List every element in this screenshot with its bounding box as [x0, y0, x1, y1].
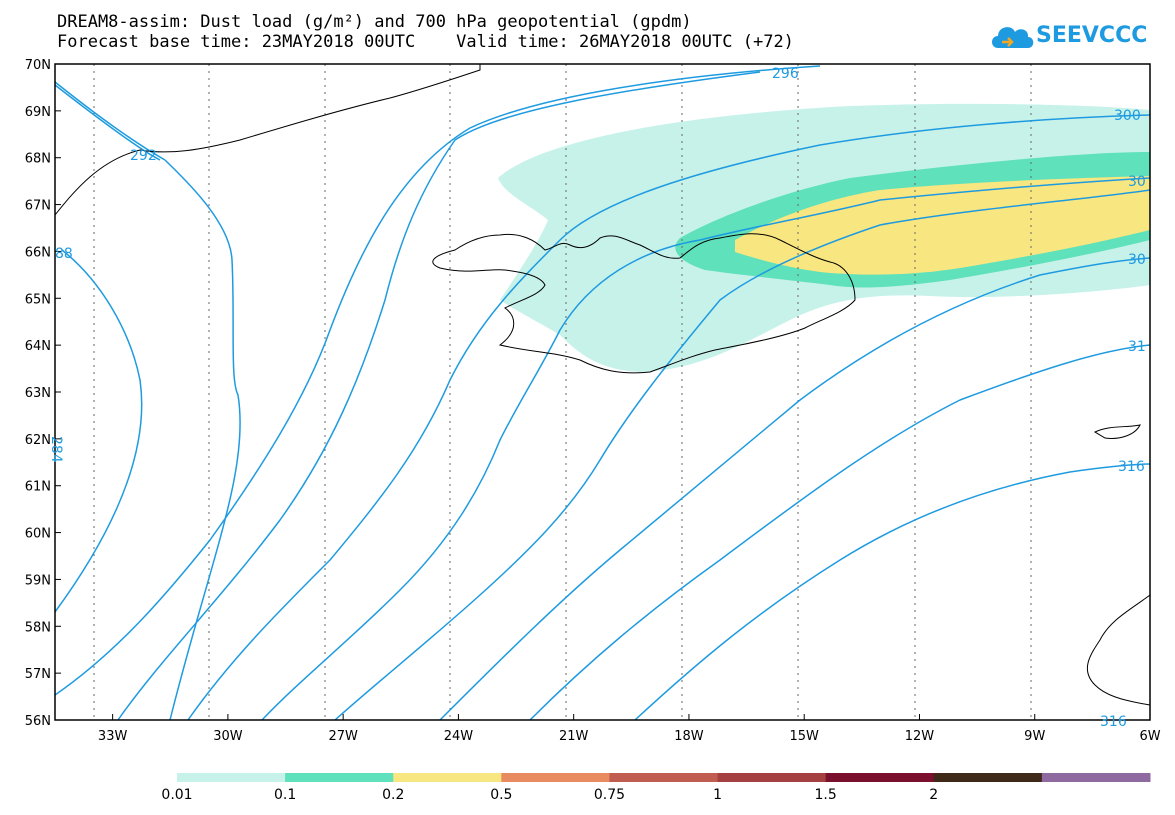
latitude-label: 59N [25, 573, 51, 588]
longitude-label: 18W [674, 729, 704, 744]
seevccc-logo: SEEVCCC [988, 18, 1158, 58]
longitude-label: 24W [444, 729, 474, 744]
latitude-label: 57N [25, 667, 51, 682]
legend-label: 0.2 [382, 787, 405, 803]
latitude-label: 65N [25, 292, 51, 307]
legend-color-swatch [1041, 773, 1151, 782]
latitude-label: 56N [25, 714, 51, 729]
contour-label: 30 [1128, 174, 1146, 190]
greenland-coast [54, 64, 481, 216]
contour-label: 316 [1118, 459, 1145, 475]
geopotential-contours [54, 65, 1151, 721]
dust-level-0.2 [735, 176, 1150, 275]
logo-text: SEEVCCC [1036, 23, 1148, 48]
legend-label: 0.1 [273, 787, 297, 803]
legend-label: 1 [713, 787, 723, 803]
faroe-coast [1093, 424, 1141, 439]
legend-color-swatch [717, 773, 827, 782]
latitude-label: 61N [25, 480, 51, 495]
latitude-ticks: 70N 69N 68N 67N 66N 65N 64N 63N 62N 61N 60N 59N 58N 5… [25, 58, 61, 729]
longitude-label: 12W [905, 729, 935, 744]
longitude-ticks: 33W 30W 27W 24W 21W 18W 15W 12W 9W 6W [98, 714, 1161, 744]
norway-coast [1086, 594, 1151, 706]
legend-color-swatch [285, 773, 394, 782]
contour-label: 284 [48, 436, 64, 463]
legend-color-swatch [609, 773, 719, 782]
latitude-label: 58N [25, 620, 51, 635]
contour-label: 88 [55, 246, 73, 262]
contour-label: 300 [1114, 108, 1141, 124]
latitude-label: 70N [25, 58, 51, 73]
longitude-label: 21W [559, 729, 589, 744]
contour-label: 30 [1128, 252, 1146, 268]
contour-label: 296 [772, 66, 799, 82]
legend-color-swatch [501, 773, 610, 782]
longitude-label: 15W [790, 729, 820, 744]
map-title: DREAM8-assim: Dust load (g/m²) and 700 h… [57, 12, 692, 32]
cloud-icon [992, 27, 1034, 48]
graticule [93, 64, 1032, 720]
longitude-label: 9W [1024, 729, 1045, 744]
legend-label: 0.75 [593, 787, 626, 803]
latitude-label: 66N [25, 245, 51, 260]
legend-label: 2 [929, 787, 939, 803]
latitude-label: 63N [25, 386, 51, 401]
legend-label: 1.5 [814, 787, 837, 803]
contour-label: 316 [1100, 714, 1127, 730]
iceland-coast [432, 233, 856, 374]
longitude-label: 30W [213, 729, 243, 744]
latitude-label: 60N [25, 527, 51, 542]
latitude-label: 67N [25, 199, 51, 214]
coastlines [54, 64, 1151, 706]
longitude-label: 27W [328, 729, 358, 744]
legend-label: 0.5 [490, 787, 513, 803]
legend-color-swatch [177, 773, 286, 782]
longitude-label: 33W [98, 729, 128, 744]
latitude-label: 64N [25, 339, 51, 354]
legend-color-swatch [933, 773, 1043, 782]
contour-labels: 296 300 30 30 31 316 316 292 88 284 [48, 66, 1146, 730]
legend-color-swatch [825, 773, 935, 782]
legend-label: 0.01 [161, 787, 193, 803]
contour-label: 31 [1128, 339, 1146, 355]
forecast-time-info: Forecast base time: 23MAY2018 00UTC Vali… [57, 32, 794, 52]
contour-label: 292 [130, 148, 157, 164]
latitude-label: 62N [25, 433, 51, 448]
longitude-label: 6W [1139, 729, 1160, 744]
latitude-label: 69N [25, 105, 51, 120]
latitude-label: 68N [25, 152, 51, 167]
legend-color-swatch [393, 773, 502, 782]
legend-colorbar [177, 773, 1151, 782]
